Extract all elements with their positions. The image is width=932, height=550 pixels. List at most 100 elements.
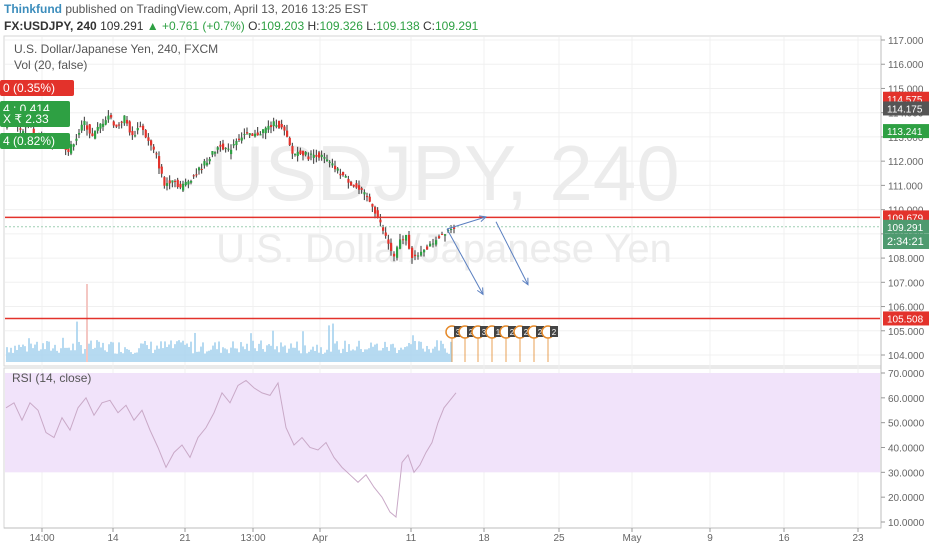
event-count-bg	[467, 326, 475, 337]
candle-body	[360, 188, 363, 190]
candle-body	[411, 247, 414, 258]
rsi-tick-label: 10.0000	[888, 518, 925, 529]
volume-bar	[10, 347, 12, 362]
badge-bg-3	[0, 133, 70, 149]
time-tick-label: Apr	[312, 533, 328, 544]
candle-body	[152, 146, 155, 150]
countdown-badge	[883, 234, 929, 249]
event-count: 3	[482, 328, 487, 337]
volume-bar	[376, 343, 378, 362]
volume-bar	[184, 344, 186, 362]
candle-body	[286, 130, 289, 137]
candle-body	[203, 161, 206, 166]
volume-bar	[396, 353, 398, 362]
volume-bar	[124, 347, 126, 362]
candle-body	[224, 147, 227, 149]
time-tick-label: 16	[778, 533, 790, 544]
candle-body	[426, 246, 429, 250]
volume-bar	[144, 340, 146, 362]
volume-bar	[8, 352, 10, 362]
volume-bar	[60, 348, 62, 362]
volume-bar	[204, 353, 206, 362]
candle-body	[246, 132, 249, 134]
candle-body	[270, 125, 273, 128]
candle-body	[390, 242, 393, 251]
projection-arrows[interactable]	[446, 215, 529, 296]
horizontal-lines[interactable]	[5, 216, 880, 320]
volume-bar	[92, 348, 94, 362]
symbol-label[interactable]: FX:USDJPY, 240	[4, 19, 97, 33]
volume-bar	[282, 346, 284, 362]
candle-body	[184, 181, 187, 186]
volume-bar	[234, 348, 236, 362]
event-count-bg	[522, 326, 530, 337]
volume-bar	[286, 352, 288, 362]
rsi-tick-label: 70.0000	[888, 369, 925, 380]
volume-bar	[346, 351, 348, 362]
time-tick-label: 11	[406, 533, 417, 544]
price-label-bg	[883, 101, 929, 116]
candle-body	[291, 146, 294, 154]
volume-bar	[348, 344, 350, 362]
open-label: O:	[248, 19, 261, 33]
volume-bar	[358, 340, 360, 362]
candle-body	[423, 249, 426, 253]
candle-body	[288, 137, 291, 146]
volume-bar	[442, 343, 444, 362]
volume-bar	[352, 349, 354, 362]
volume-bar	[270, 345, 272, 362]
volume-bar	[168, 344, 170, 362]
high-value: 109.326	[319, 19, 363, 33]
volume-bar	[112, 342, 114, 362]
volume-bar	[450, 341, 452, 362]
volume-bar	[328, 325, 330, 362]
candle-body	[417, 255, 420, 257]
candle-body	[393, 253, 396, 257]
candle-body	[441, 234, 444, 236]
price-tick-label: 108.000	[888, 254, 925, 265]
volume-bar	[226, 349, 228, 362]
candle-body	[405, 234, 408, 241]
volume-bar	[370, 342, 372, 362]
candle-body	[294, 153, 297, 155]
rsi-band	[5, 373, 880, 473]
candle-body	[302, 150, 305, 156]
volume-bar	[198, 351, 200, 362]
volume-bar	[418, 341, 420, 362]
candle-body	[75, 138, 78, 141]
candle-body	[120, 121, 123, 123]
rsi-tick-label: 60.0000	[888, 394, 925, 405]
volume-bar	[132, 353, 134, 362]
volume-bar	[50, 350, 52, 362]
candle-body	[387, 239, 390, 244]
badge-bg-0	[0, 80, 74, 96]
candle-body	[131, 130, 134, 136]
volume-bar	[434, 346, 436, 362]
candle-body	[107, 115, 110, 120]
volume-bar	[340, 353, 342, 362]
candle-body	[232, 144, 235, 146]
candle-body	[19, 128, 22, 130]
volume-bar	[186, 343, 188, 362]
volume-bar	[76, 321, 78, 362]
volume-bar	[276, 346, 278, 362]
candle-body	[264, 127, 267, 134]
volume-bar	[96, 340, 98, 362]
candle-body	[144, 130, 147, 138]
rsi-tick-label: 30.0000	[888, 468, 925, 479]
event-count: 2	[552, 328, 557, 337]
volume-bar	[288, 348, 290, 362]
volume-bar	[312, 346, 314, 362]
author-name[interactable]: Thinkfund	[4, 2, 62, 16]
volume-bar	[284, 345, 286, 362]
candle-body	[399, 239, 402, 249]
volume-bar	[436, 340, 438, 362]
volume-bar	[236, 348, 238, 362]
volume-bar	[18, 344, 20, 362]
volume-bar	[424, 351, 426, 362]
volume-bar	[374, 344, 376, 362]
volume-bar	[190, 341, 192, 362]
candle-body	[347, 179, 350, 183]
